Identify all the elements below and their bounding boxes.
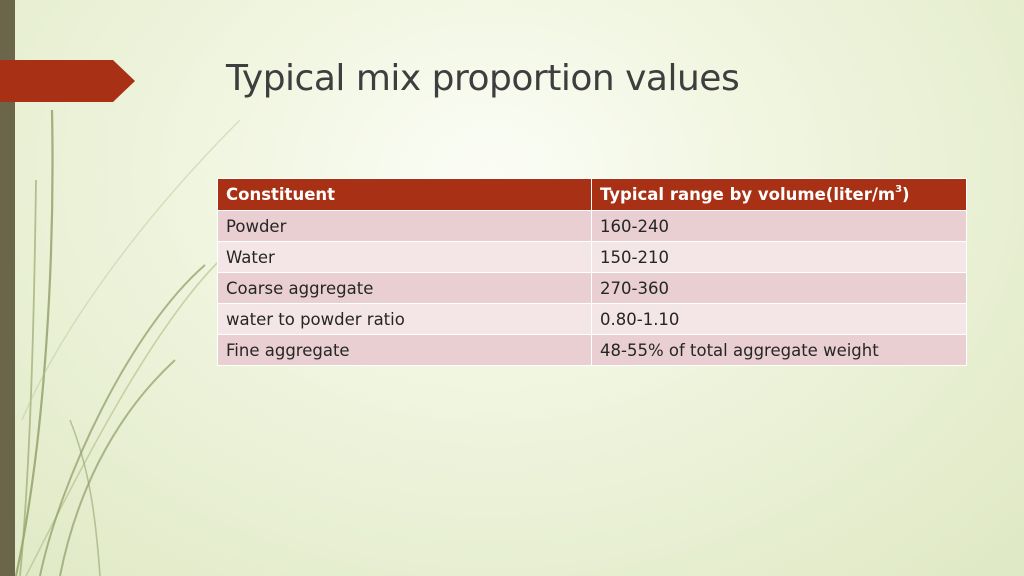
table-row: Fine aggregate 48-55% of total aggregate… xyxy=(217,334,967,366)
cell-range: 270-360 xyxy=(591,272,967,304)
cell-range: 48-55% of total aggregate weight xyxy=(591,334,967,366)
cell-constituent: water to powder ratio xyxy=(217,303,592,335)
cell-constituent: Coarse aggregate xyxy=(217,272,592,304)
table-row: Coarse aggregate 270-360 xyxy=(217,272,967,304)
cell-range: 0.80-1.10 xyxy=(591,303,967,335)
title-arrow-shape xyxy=(0,60,135,102)
table-header-row: Constituent Typical range by volume(lite… xyxy=(217,178,967,211)
header-range-close: ) xyxy=(902,185,910,204)
header-typical-range: Typical range by volume(liter/m3) xyxy=(591,178,967,211)
decorative-grass-curves xyxy=(14,109,241,576)
table-row: Water 150-210 xyxy=(217,241,967,273)
table-row: Powder 160-240 xyxy=(217,210,967,242)
table-row: water to powder ratio 0.80-1.10 xyxy=(217,303,967,335)
cell-constituent: Powder xyxy=(217,210,592,242)
left-accent-bar xyxy=(0,0,15,576)
header-constituent: Constituent xyxy=(217,178,592,211)
cell-range: 160-240 xyxy=(591,210,967,242)
cell-constituent: Water xyxy=(217,241,592,273)
header-range-superscript: 3 xyxy=(895,184,903,195)
cell-constituent: Fine aggregate xyxy=(217,334,592,366)
slide-title: Typical mix proportion values xyxy=(226,58,740,99)
header-range-text: Typical range by volume(liter/m xyxy=(600,185,896,204)
mix-proportion-table: Constituent Typical range by volume(lite… xyxy=(217,178,967,366)
cell-range: 150-210 xyxy=(591,241,967,273)
